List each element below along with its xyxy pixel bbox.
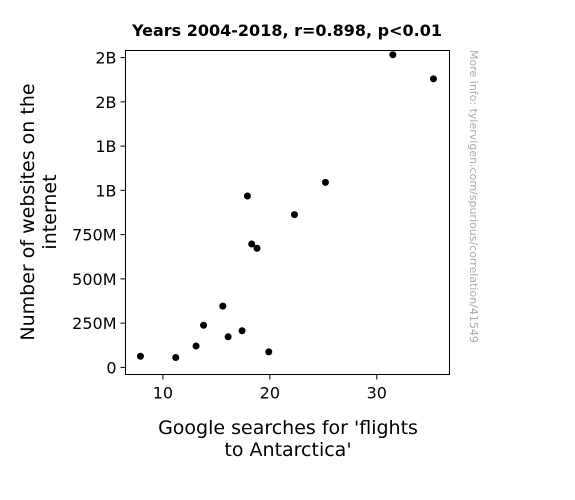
data-point <box>265 348 273 356</box>
chart-title: Years 2004-2018, r=0.898, p<0.01 <box>131 21 442 40</box>
data-point <box>253 244 261 252</box>
x-tick-label: 30 <box>367 384 387 403</box>
source-note: More info: tylervigen.com/spurious/corre… <box>467 50 480 343</box>
data-point <box>389 51 397 59</box>
data-point <box>243 192 251 200</box>
y-tick-label: 750M <box>72 226 116 245</box>
data-point <box>290 211 298 219</box>
y-axis-label: Number of websites on the internet <box>17 83 61 340</box>
x-tick-label: 20 <box>260 384 280 403</box>
data-points <box>136 51 437 362</box>
x-axis-ticks: 10 20 30 <box>153 374 387 403</box>
data-point <box>238 327 246 335</box>
y-tick-label: 2B <box>95 49 116 68</box>
y-tick-label: 500M <box>72 270 116 289</box>
data-point <box>219 302 227 310</box>
data-point <box>200 321 208 329</box>
plot-area-frame <box>125 50 450 375</box>
data-point <box>248 240 256 248</box>
y-tick-label: 2B <box>95 93 116 112</box>
y-axis-label-line-1: Number of websites on the <box>17 83 39 340</box>
y-tick-label: 1B <box>95 181 116 200</box>
y-tick-label: 0 <box>106 358 116 377</box>
y-axis-ticks: 0 250M 500M 750M 1B 1B 2B 2B <box>72 49 126 377</box>
data-point <box>321 178 329 186</box>
data-point <box>136 352 144 360</box>
data-point <box>192 342 200 350</box>
y-tick-label: 250M <box>72 314 116 333</box>
y-tick-label: 1B <box>95 137 116 156</box>
y-axis-label-line-2: internet <box>39 174 61 249</box>
x-tick-label: 10 <box>153 384 173 403</box>
x-axis-label-line-2: to Antarctica' <box>224 439 351 461</box>
x-axis-label-line-1: Google searches for 'flights <box>158 417 418 439</box>
data-point <box>224 333 232 341</box>
data-point <box>172 354 180 362</box>
data-point <box>429 75 437 83</box>
